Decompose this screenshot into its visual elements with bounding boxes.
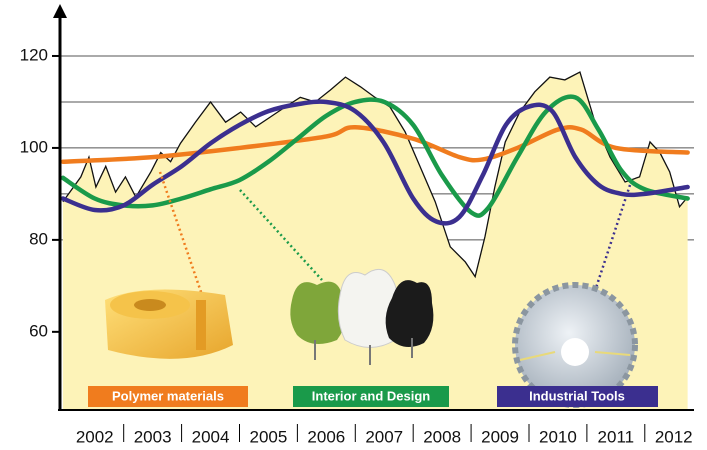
y-axis-arrow xyxy=(53,4,67,18)
x-tick-label: 2002 xyxy=(76,427,114,446)
y-tick-label: 120 xyxy=(20,45,48,64)
y-tick-label: 100 xyxy=(20,137,48,156)
x-tick-label: 2006 xyxy=(307,427,345,446)
series-label: Polymer materials xyxy=(112,388,224,403)
y-tick-label: 80 xyxy=(29,229,48,248)
x-tick-label: 2005 xyxy=(250,427,288,446)
x-tick-label: 2007 xyxy=(365,427,403,446)
y-tick-label: 60 xyxy=(29,321,48,340)
series-label: Industrial Tools xyxy=(529,388,625,403)
x-tick-label: 2003 xyxy=(134,427,172,446)
x-tick-label: 2011 xyxy=(598,427,635,446)
chart: 60 80 100 120 2002 2003 2004 2005 2006 2007 2008 20… xyxy=(0,0,707,450)
polymer-image xyxy=(105,290,233,359)
x-tick-label: 2009 xyxy=(481,427,519,446)
series-label: Interior and Design xyxy=(312,388,431,403)
x-tick-label: 2012 xyxy=(655,427,693,446)
x-tick-label: 2010 xyxy=(539,427,577,446)
x-tick-label: 2008 xyxy=(423,427,461,446)
x-tick-label: 2004 xyxy=(192,427,230,446)
page: {"chart_data": {"type": "line", "xlim": … xyxy=(0,0,707,450)
